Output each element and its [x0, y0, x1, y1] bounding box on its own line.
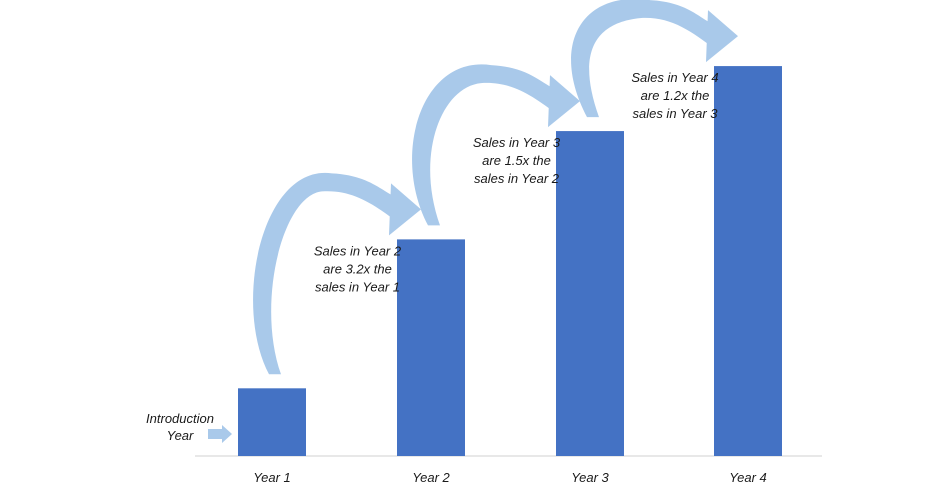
growth-annotation-line: Sales in Year 3 — [473, 135, 561, 150]
growth-arrow — [412, 64, 580, 226]
growth-annotation-line: sales in Year 2 — [474, 171, 560, 186]
growth-annotation-line: Sales in Year 2 — [314, 243, 402, 258]
x-tick-label: Year 2 — [412, 470, 450, 485]
x-tick-label: Year 4 — [729, 470, 767, 485]
growth-annotation-line: are 3.2x the — [323, 261, 392, 276]
x-tick-label: Year 1 — [253, 470, 291, 485]
intro-year-label: Year — [167, 428, 194, 443]
x-tick-label: Year 3 — [571, 470, 609, 485]
growth-annotation-line: are 1.5x the — [482, 153, 551, 168]
bar-year-2 — [397, 239, 465, 456]
bar-year-4 — [714, 66, 782, 456]
intro-arrow-icon — [208, 425, 232, 443]
growth-arrow — [253, 172, 421, 375]
growth-arrow — [571, 0, 738, 118]
intro-year-label: Introduction — [146, 411, 214, 426]
growth-annotation-line: sales in Year 1 — [315, 279, 400, 294]
growth-annotation-line: Sales in Year 4 — [631, 70, 718, 85]
growth-annotation-line: are 1.2x the — [641, 88, 710, 103]
bar-year-1 — [238, 388, 306, 456]
growth-annotation-line: sales in Year 3 — [632, 106, 718, 121]
bar-year-3 — [556, 131, 624, 457]
